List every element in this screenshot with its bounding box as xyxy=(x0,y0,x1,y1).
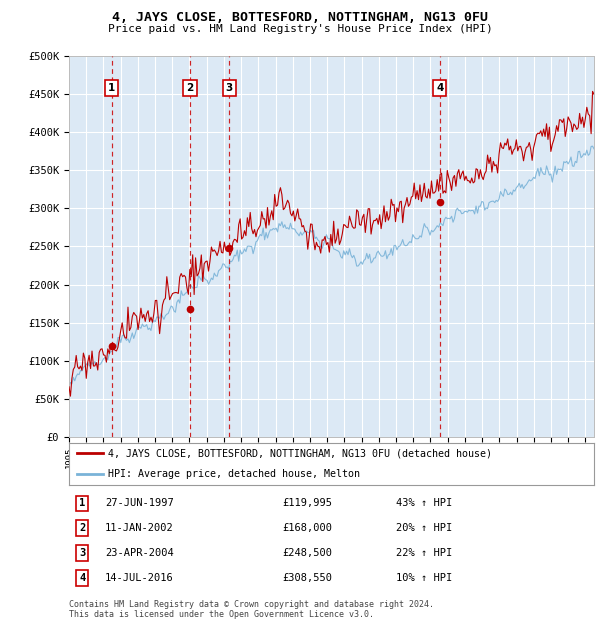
Text: £308,550: £308,550 xyxy=(282,573,332,583)
Text: 3: 3 xyxy=(79,548,85,558)
Text: 3: 3 xyxy=(226,83,233,93)
Text: 4: 4 xyxy=(436,83,443,93)
Text: £119,995: £119,995 xyxy=(282,498,332,508)
Text: 20% ↑ HPI: 20% ↑ HPI xyxy=(396,523,452,533)
Text: 11-JAN-2002: 11-JAN-2002 xyxy=(105,523,174,533)
Text: 4, JAYS CLOSE, BOTTESFORD, NOTTINGHAM, NG13 0FU (detached house): 4, JAYS CLOSE, BOTTESFORD, NOTTINGHAM, N… xyxy=(109,448,493,458)
Text: Contains HM Land Registry data © Crown copyright and database right 2024.: Contains HM Land Registry data © Crown c… xyxy=(69,600,434,609)
Text: This data is licensed under the Open Government Licence v3.0.: This data is licensed under the Open Gov… xyxy=(69,610,374,619)
Text: 10% ↑ HPI: 10% ↑ HPI xyxy=(396,573,452,583)
Text: £168,000: £168,000 xyxy=(282,523,332,533)
Text: 23-APR-2004: 23-APR-2004 xyxy=(105,548,174,558)
Text: 1: 1 xyxy=(108,83,115,93)
Text: 4: 4 xyxy=(79,573,85,583)
Text: 27-JUN-1997: 27-JUN-1997 xyxy=(105,498,174,508)
Text: 14-JUL-2016: 14-JUL-2016 xyxy=(105,573,174,583)
Text: 2: 2 xyxy=(79,523,85,533)
Text: £248,500: £248,500 xyxy=(282,548,332,558)
Text: 4, JAYS CLOSE, BOTTESFORD, NOTTINGHAM, NG13 0FU: 4, JAYS CLOSE, BOTTESFORD, NOTTINGHAM, N… xyxy=(112,11,488,24)
Text: 2: 2 xyxy=(187,83,194,93)
Text: 22% ↑ HPI: 22% ↑ HPI xyxy=(396,548,452,558)
Text: 43% ↑ HPI: 43% ↑ HPI xyxy=(396,498,452,508)
Text: 1: 1 xyxy=(79,498,85,508)
Text: Price paid vs. HM Land Registry's House Price Index (HPI): Price paid vs. HM Land Registry's House … xyxy=(107,24,493,33)
Text: HPI: Average price, detached house, Melton: HPI: Average price, detached house, Melt… xyxy=(109,469,361,479)
